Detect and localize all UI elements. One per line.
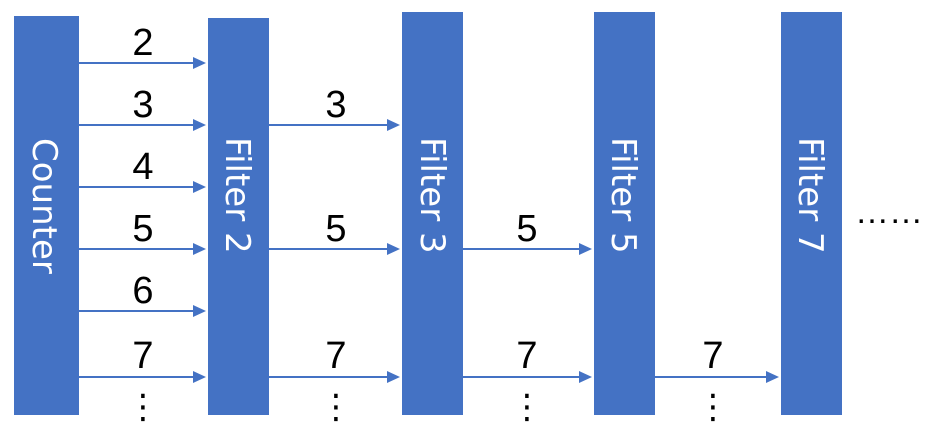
arrow-value: 7: [516, 335, 537, 377]
stage-filter-7: Filter 7: [781, 12, 842, 415]
stage-label-filter-3: Filter 3: [412, 137, 452, 254]
arrow-value: 6: [132, 270, 153, 312]
arrow-value: 3: [132, 84, 153, 126]
link-filter-3-to-filter-5: 5 7 ⋮: [463, 208, 592, 427]
stage-filter-3: Filter 3: [402, 12, 463, 415]
link-counter-to-filter-2: 2 3 4 5 6 7 ⋮: [79, 22, 206, 427]
arrow-value: 7: [325, 335, 346, 377]
arrow-5: 5: [269, 208, 400, 255]
link-filter-5-to-filter-7: 7 ⋮: [655, 335, 779, 427]
arrow-6: 6: [79, 270, 206, 317]
arrow-4: 4: [79, 146, 206, 193]
stage-label-filter-5: Filter 5: [603, 137, 643, 254]
stage-filter-5: Filter 5: [594, 12, 655, 415]
link-filter-2-to-filter-3: 3 5 7 ⋮: [269, 84, 400, 427]
arrow-7: 7: [655, 335, 779, 383]
arrow-7: 7: [463, 335, 592, 383]
arrow-5: 5: [463, 208, 592, 255]
arrow-value: 5: [325, 208, 346, 250]
arrow-3: 3: [79, 84, 206, 131]
arrow-7: 7: [79, 335, 206, 383]
vertical-ellipsis: ⋮: [510, 387, 544, 427]
stage-label-counter: Counter: [24, 138, 64, 274]
arrow-7: 7: [269, 335, 400, 383]
stage-label-filter-7: Filter 7: [790, 137, 830, 254]
vertical-ellipsis: ⋮: [696, 387, 730, 427]
arrow-value: 4: [132, 146, 153, 188]
arrow-value: 2: [132, 22, 153, 64]
stage-label-filter-2: Filter 2: [217, 137, 257, 254]
horizontal-ellipsis: ……: [855, 193, 923, 231]
stage-counter: Counter: [14, 16, 79, 415]
arrow-value: 7: [702, 335, 723, 377]
arrow-5: 5: [79, 208, 206, 255]
arrow-2: 2: [79, 22, 206, 69]
vertical-ellipsis: ⋮: [126, 387, 160, 427]
stage-filter-2: Filter 2: [208, 18, 269, 415]
arrow-3: 3: [269, 84, 400, 131]
arrow-value: 5: [132, 208, 153, 250]
vertical-ellipsis: ⋮: [319, 387, 353, 427]
arrow-value: 5: [516, 208, 537, 250]
arrow-value: 3: [325, 84, 346, 126]
arrow-value: 7: [132, 335, 153, 377]
